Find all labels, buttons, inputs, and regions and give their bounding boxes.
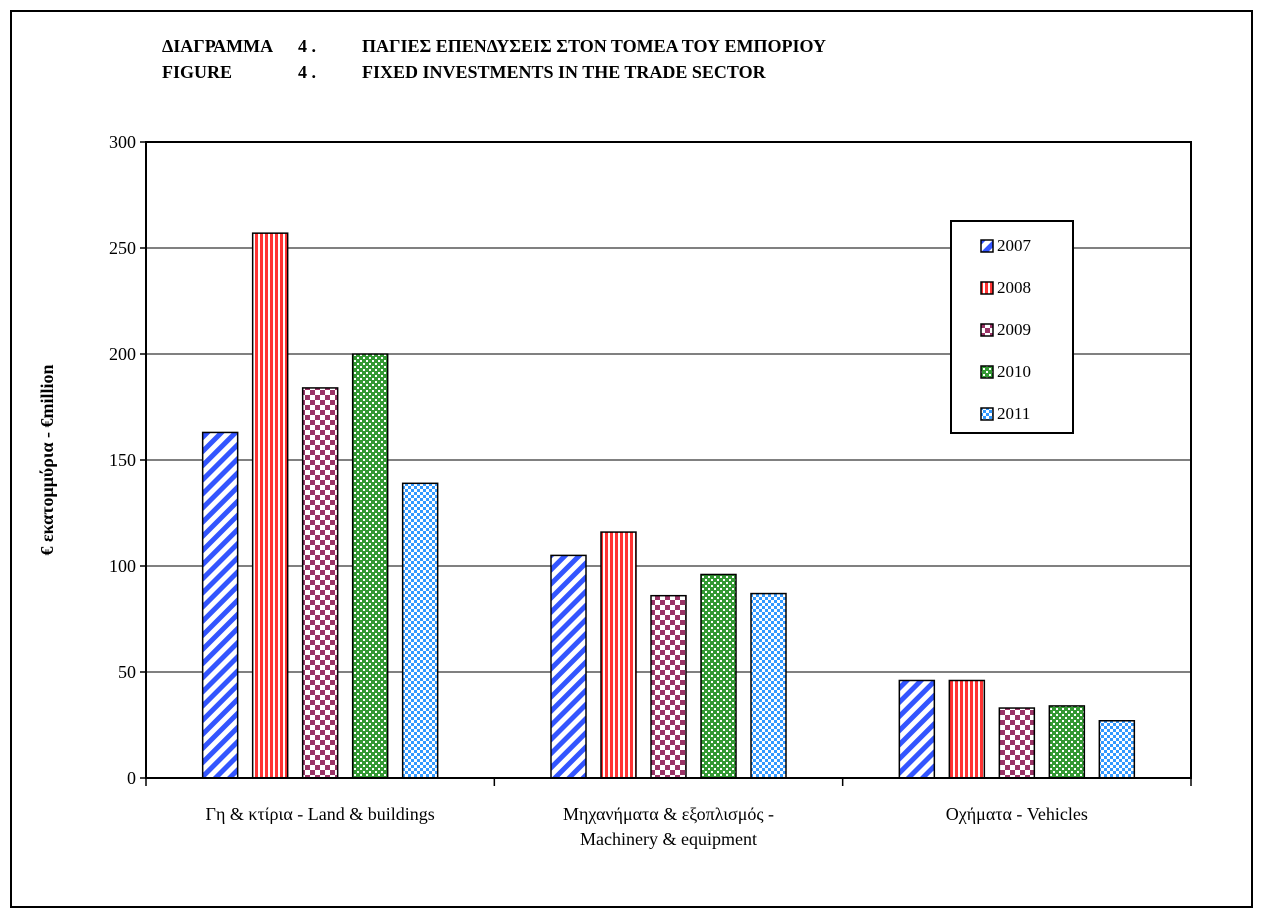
title-number-english: 4 .: [298, 62, 316, 82]
bar-2010: [700, 573, 737, 779]
legend-item-2007: 2007: [980, 236, 1031, 256]
bar-2008: [251, 232, 289, 779]
bar-2007: [201, 431, 239, 779]
bar-2010: [351, 353, 389, 779]
x-category-label: Οχήματα - Vehicles: [946, 804, 1088, 824]
y-tick-label: 150: [109, 450, 136, 470]
bar-2009: [301, 387, 339, 779]
legend-swatch: [980, 239, 994, 253]
y-axis-label: € εκατομμύρια - €million: [37, 364, 57, 555]
legend-swatch: [980, 365, 994, 379]
legend-item-2008: 2008: [980, 278, 1031, 298]
bar-2011: [750, 592, 787, 779]
x-category-label: Machinery & equipment: [580, 829, 757, 849]
bar-2007: [550, 554, 587, 779]
legend-item-2009: 2009: [980, 320, 1031, 340]
bar-2009: [998, 707, 1036, 779]
legend-label: 2008: [997, 278, 1031, 297]
bar-2009: [650, 594, 687, 779]
y-tick-label: 100: [109, 556, 136, 576]
x-category-label: Μηχανήματα & εξοπλισμός -: [563, 804, 774, 824]
title-label-english: FIGURE: [162, 62, 233, 82]
legend-item-2010: 2010: [980, 362, 1031, 382]
y-tick-label: 300: [109, 132, 136, 152]
plot-area-border: [145, 141, 1192, 779]
legend-swatch: [980, 281, 994, 295]
figure-frame: [10, 10, 1253, 908]
legend-label: 2007: [997, 236, 1031, 255]
y-tick-label: 200: [109, 344, 136, 364]
bar-2007: [898, 679, 936, 779]
title-label-greek: ΔΙΑΓΡΑΜΜΑ: [162, 36, 274, 56]
figure-title-greek: ΔΙΑΓΡΑΜΜΑ 4 . ΠΑΓΙΕΣ ΕΠΕΝΔΥΣΕΙΣ ΣΤΟΝ ΤΟΜ…: [162, 36, 826, 120]
x-category-label: Γη & κτίρια - Land & buildings: [206, 804, 435, 824]
legend-label: 2009: [997, 320, 1031, 339]
bar-2011: [401, 482, 439, 779]
y-tick-label: 250: [109, 238, 136, 258]
chart-legend: 2007 2008 2009 2010 2011: [950, 220, 1074, 434]
title-number-greek: 4 .: [298, 36, 316, 56]
legend-item-2011: 2011: [980, 404, 1030, 424]
legend-label: 2011: [997, 404, 1031, 423]
title-text-english: FIXED INVESTMENTS IN THE TRADE SECTOR: [362, 62, 766, 82]
bar-2008: [600, 531, 637, 779]
y-tick-label: 0: [127, 768, 136, 788]
title-text-greek: ΠΑΓΙΕΣ ΕΠΕΝΔΥΣΕΙΣ ΣΤΟΝ ΤΟΜΕΑ ΤΟΥ ΕΜΠΟΡΙΟ…: [362, 36, 827, 56]
legend-swatch: [980, 323, 994, 337]
legend-label: 2010: [997, 362, 1031, 381]
bar-2010: [1048, 705, 1086, 779]
bar-2008: [948, 679, 986, 779]
y-tick-label: 50: [118, 662, 136, 682]
figure-title-english: FIGURE 4 . FIXED INVESTMENTS IN THE TRAD…: [162, 62, 766, 146]
bar-2011: [1098, 720, 1136, 779]
legend-swatch: [980, 407, 994, 421]
